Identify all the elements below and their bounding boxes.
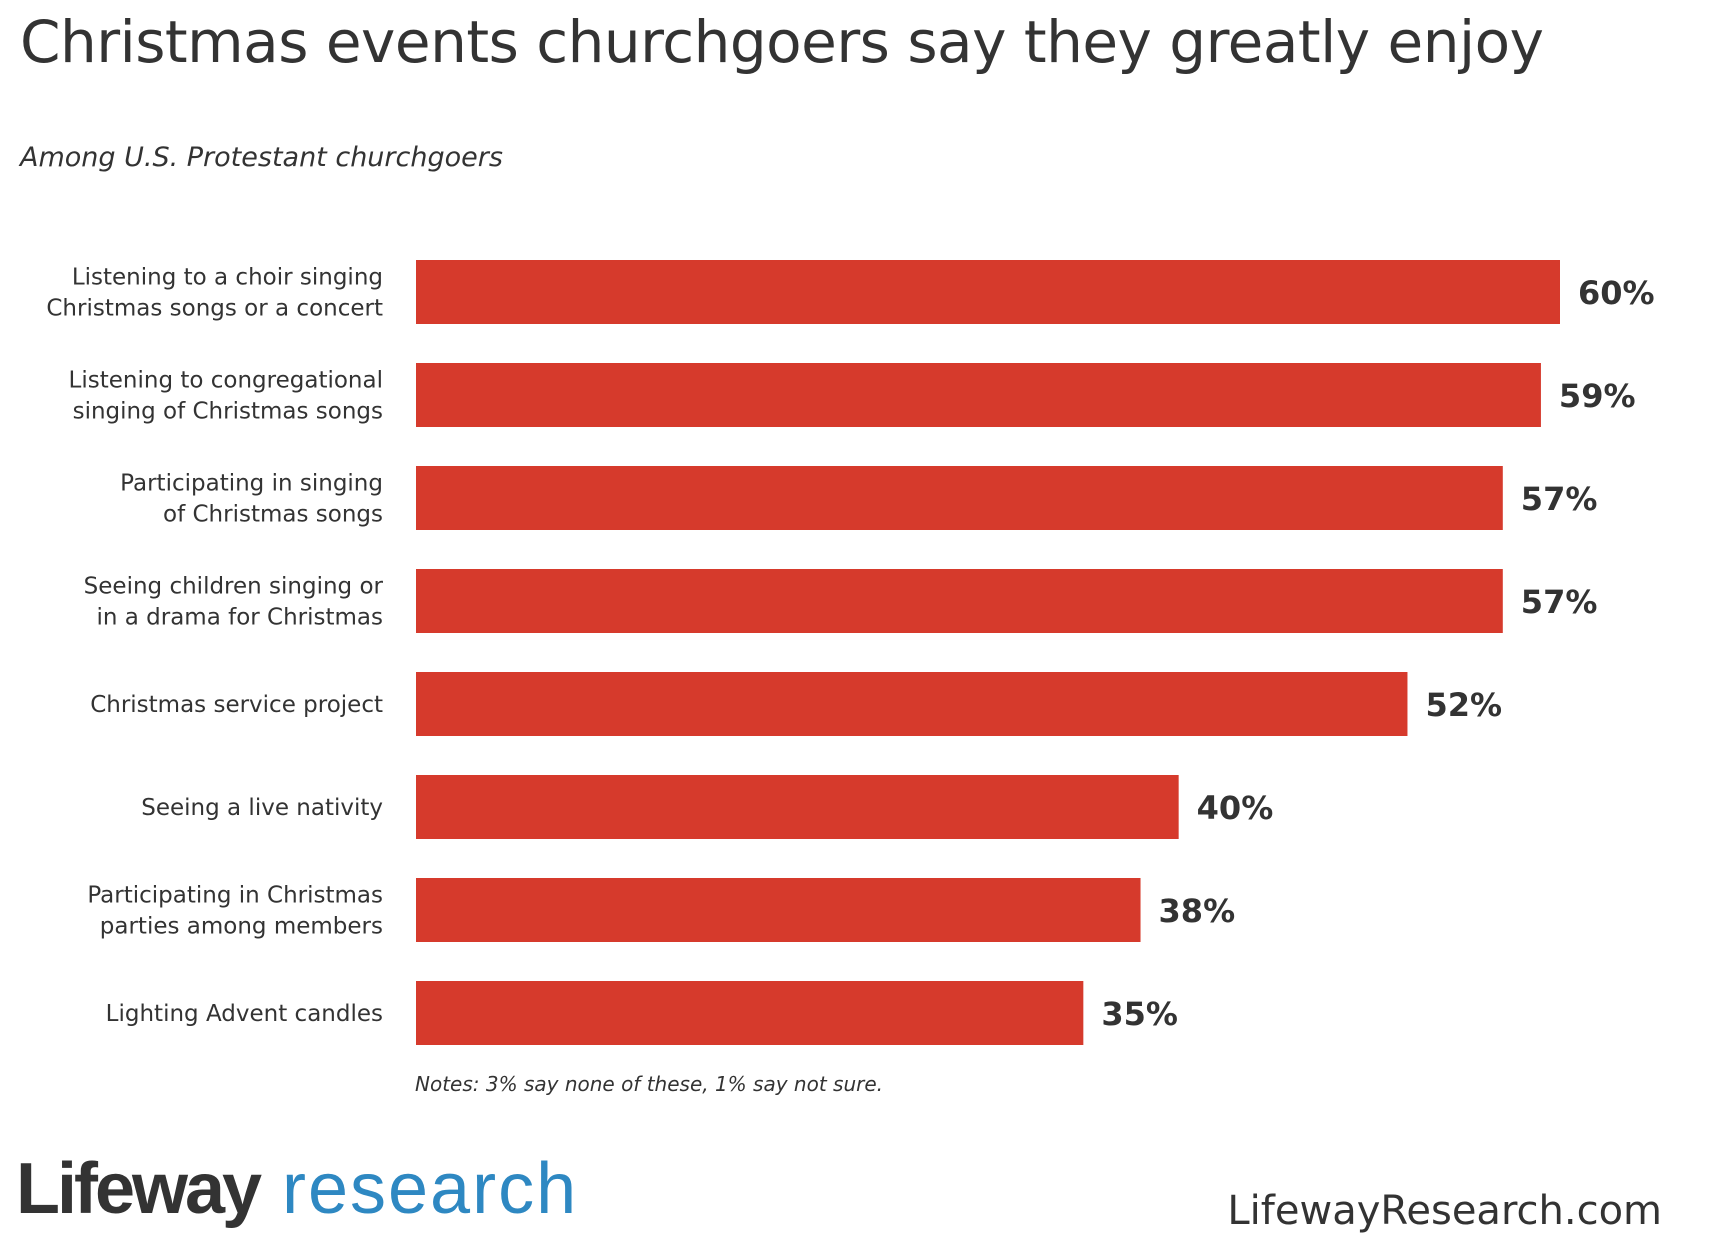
chart-title: Christmas events churchgoers say they gr… — [20, 8, 1544, 76]
category-label: in a drama for Christmas — [96, 605, 383, 631]
category-label: Participating in Christmas — [87, 883, 383, 909]
bar-value-label: 38% — [1159, 892, 1236, 930]
website-url: LifewayResearch.com — [1227, 1188, 1662, 1234]
bar — [416, 363, 1541, 427]
category-label: parties among members — [100, 914, 383, 940]
chart-subtitle: Among U.S. Protestant churchgoers — [20, 142, 503, 173]
bar — [416, 775, 1179, 839]
logo-word-lifeway: Lifeway — [16, 1149, 262, 1229]
category-label: Seeing a live nativity — [141, 795, 383, 821]
bar — [416, 672, 1408, 736]
bar — [416, 466, 1503, 530]
category-label: Christmas songs or a concert — [46, 296, 383, 322]
category-label: Christmas service project — [90, 692, 383, 718]
logo-word-research: research — [281, 1149, 579, 1229]
bar-value-label: 40% — [1197, 789, 1274, 827]
category-label: Listening to congregational — [69, 368, 383, 394]
chart-notes: Notes: 3% say none of these, 1% say not … — [415, 1072, 884, 1096]
bar-value-label: 57% — [1521, 583, 1598, 621]
bar-value-label: 35% — [1101, 995, 1178, 1033]
bar — [416, 878, 1141, 942]
category-label: Lighting Advent candles — [106, 1001, 383, 1027]
category-label: Seeing children singing or — [84, 574, 384, 600]
bar — [416, 981, 1084, 1045]
bar-value-label: 52% — [1425, 686, 1502, 724]
bar-value-label: 59% — [1559, 377, 1636, 415]
bar-value-label: 57% — [1521, 480, 1598, 518]
category-label: singing of Christmas songs — [73, 399, 383, 425]
category-label: Listening to a choir singing — [72, 265, 383, 291]
category-label: Participating in singing — [120, 471, 383, 497]
bar — [416, 569, 1503, 633]
bar-value-label: 60% — [1578, 274, 1655, 312]
lifeway-research-logo: Lifeway research — [16, 1152, 578, 1225]
bar — [416, 260, 1560, 324]
category-label: of Christmas songs — [163, 502, 383, 528]
